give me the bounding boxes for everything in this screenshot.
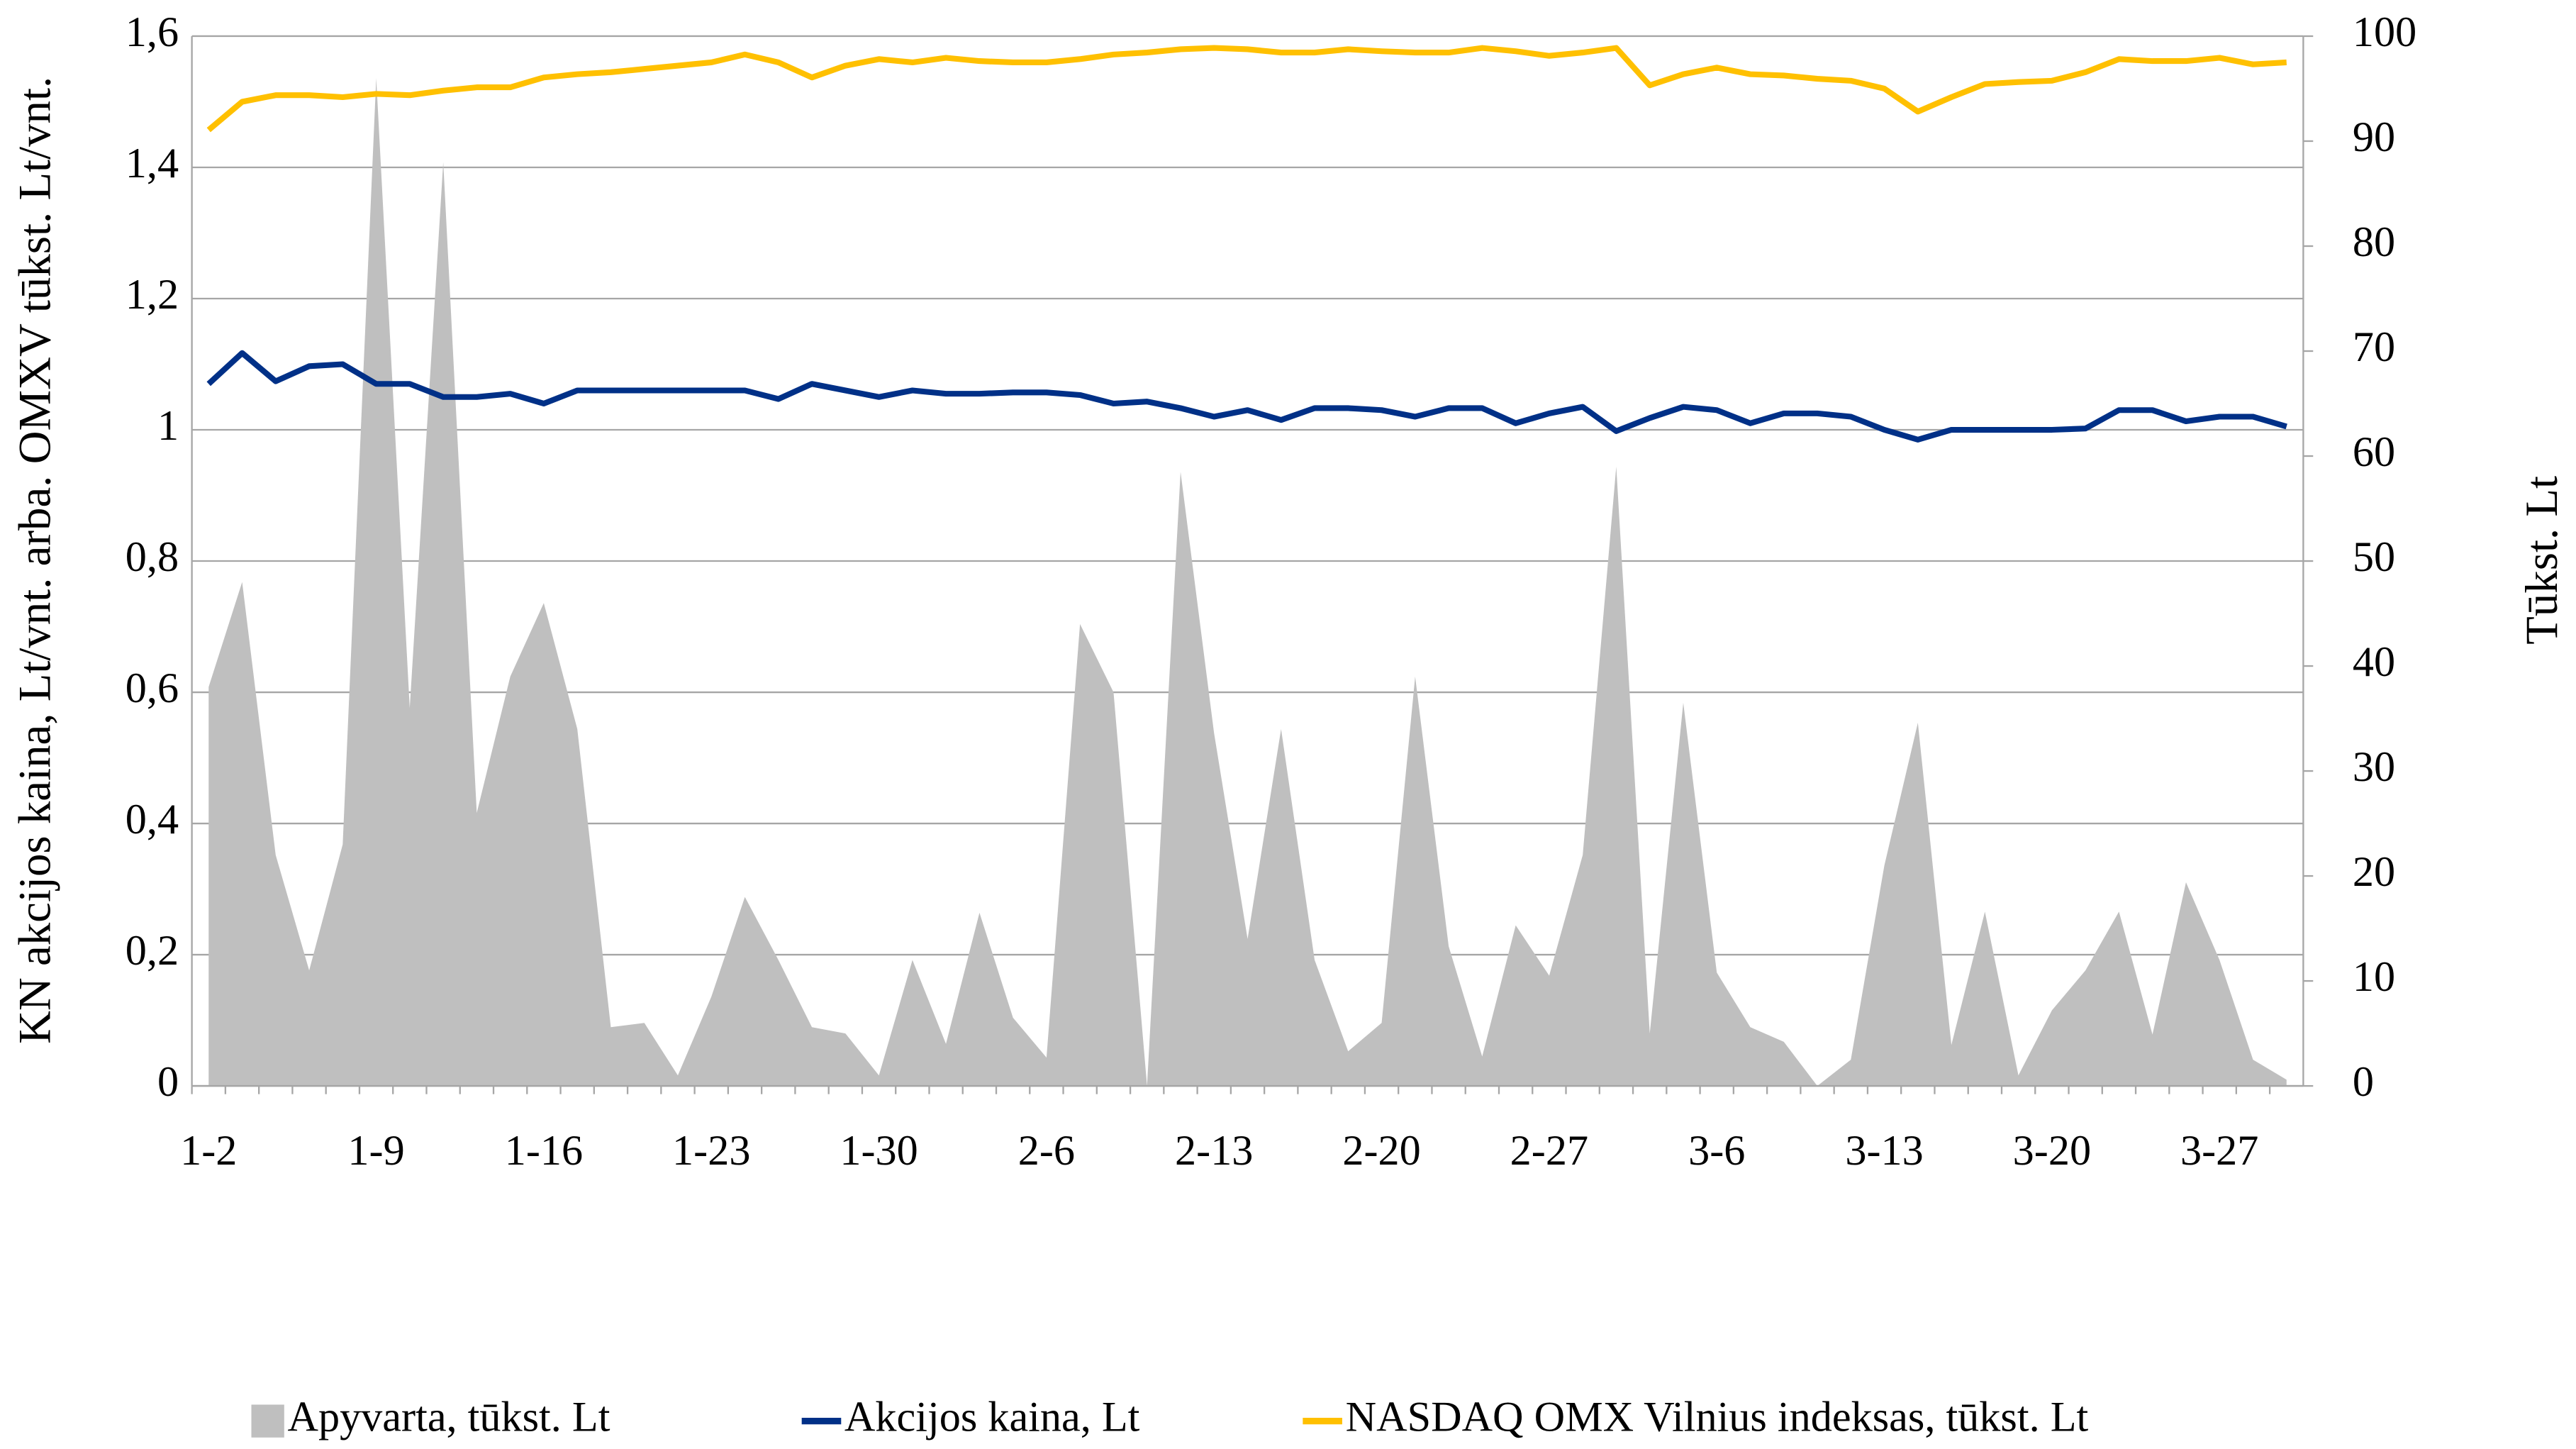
legend-label: Akcijos kaina, Lt (844, 1393, 1140, 1440)
legend-label: Apyvarta, tūkst. Lt (287, 1393, 610, 1440)
y2-tick-label: 70 (2353, 323, 2395, 371)
x-tick-label: 1-2 (180, 1127, 237, 1175)
y2-tick-label: 90 (2353, 113, 2395, 161)
x-tick-label: 1-23 (672, 1127, 750, 1175)
line (206, 350, 2287, 443)
x-tick-label: 3-13 (1845, 1127, 1923, 1175)
y-tick-label: 0,6 (126, 665, 179, 712)
y-tick-label: 0,2 (126, 927, 179, 975)
y2-tick-label: 100 (2353, 9, 2416, 56)
y2-tick-label: 10 (2353, 953, 2395, 1001)
line (206, 45, 2287, 133)
x-tick-label: 3-27 (2180, 1127, 2258, 1175)
y2-tick-label: 0 (2353, 1058, 2374, 1106)
y-tick-label: 1,4 (126, 140, 179, 187)
y2-tick-label: 30 (2353, 743, 2395, 791)
y2-tick-label: 50 (2353, 533, 2395, 581)
x-tick-label: 1-16 (505, 1127, 583, 1175)
y-tick-label: 1,2 (126, 271, 179, 318)
y-tick-label: 0 (157, 1058, 179, 1106)
x-tick-label: 3-20 (2013, 1127, 2091, 1175)
legend-label: NASDAQ OMX Vilnius indeksas, tūkst. Lt (1346, 1393, 2089, 1440)
x-tick-label: 1-30 (840, 1127, 918, 1175)
x-tick-label: 1-9 (347, 1127, 404, 1175)
legend-swatch (251, 1404, 284, 1438)
area (208, 78, 2287, 1087)
y2-axis-title: Tūkst. Lt (2516, 476, 2567, 645)
y2-tick-label: 20 (2353, 848, 2395, 896)
y2-tick-label: 80 (2353, 218, 2395, 266)
y-tick-label: 0,4 (126, 796, 179, 843)
y2-tick-label: 60 (2353, 428, 2395, 476)
x-tick-label: 2-20 (1342, 1127, 1420, 1175)
y-axis-title: KN akcijos kaina, Lt/vnt. arba. OMXV tūk… (9, 77, 60, 1044)
y-tick-label: 0,8 (126, 533, 179, 581)
x-tick-label: 2-13 (1175, 1127, 1253, 1175)
y-tick-label: 1 (157, 402, 179, 450)
y-tick-label: 1,6 (126, 9, 179, 56)
x-tick-label: 2-6 (1018, 1127, 1075, 1175)
x-tick-label: 2-27 (1510, 1127, 1588, 1175)
x-tick-label: 3-6 (1688, 1127, 1745, 1175)
y2-tick-label: 40 (2353, 638, 2395, 686)
